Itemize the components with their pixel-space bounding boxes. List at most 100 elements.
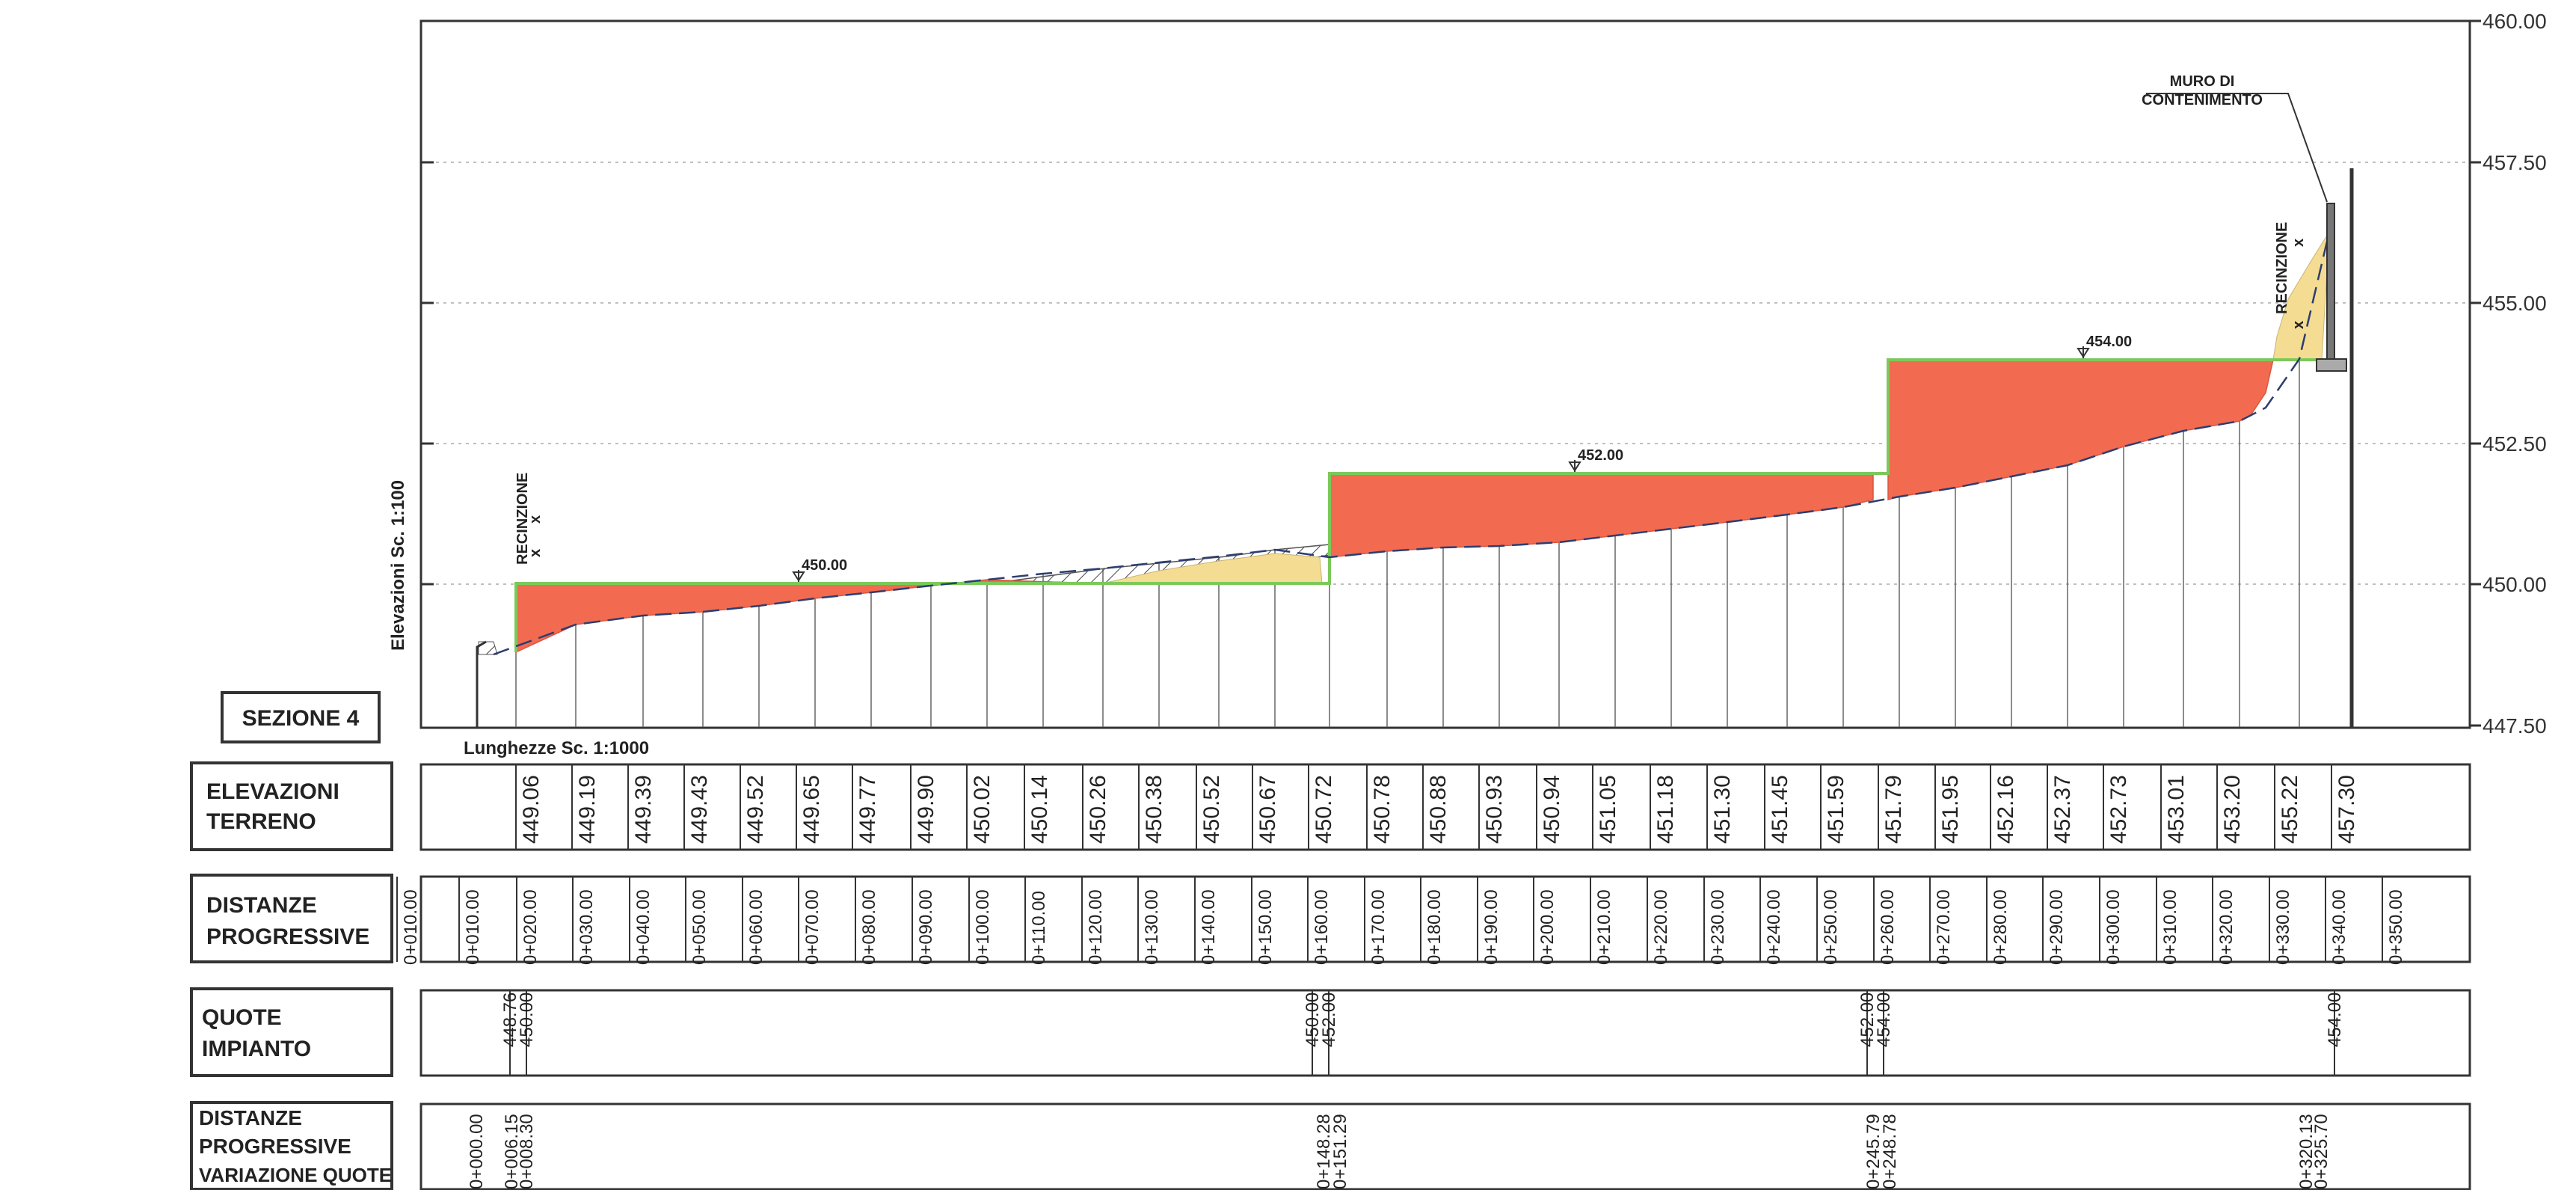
horizontal-scale-label: Lunghezze Sc. 1:1000	[464, 738, 649, 758]
terrain-elevation-value: 451.30	[1710, 775, 1735, 844]
station-lines	[515, 359, 2300, 727]
progressive-distance-value: 0+210.00	[1594, 889, 1614, 965]
progressive-distance-value: 0+160.00	[1312, 889, 1332, 965]
progressive-distance-value: 0+170.00	[1368, 889, 1389, 965]
level-marker-450: 450.00	[792, 557, 847, 582]
terrain-elevation-value: 449.39	[631, 775, 656, 844]
terrain-elevation-value: 450.26	[1086, 775, 1110, 844]
variation-distance-value: 0+000.00	[467, 1114, 487, 1189]
progressive-distance-value: 0+110.00	[1029, 891, 1049, 965]
progressive-distance-value: 0+290.00	[2047, 889, 2067, 965]
fence-mark: x	[2290, 239, 2307, 247]
progressive-distance-value: 0+260.00	[1878, 889, 1898, 965]
variation-distance-value: 0+151.29	[1330, 1114, 1350, 1189]
level-label: 452.00	[1578, 447, 1623, 464]
row-label-distances-2: PROGRESSIVE	[206, 924, 369, 949]
terrain-elevation-value: 457.30	[2334, 775, 2359, 844]
elev-tick-label: 447.50	[2483, 714, 2547, 737]
variation-values-row: 0+000.00 0+006.150+008.30 0+148.280+151.29…	[467, 1114, 2331, 1189]
vertical-scale-label: Elevazioni Sc. 1:100	[388, 480, 408, 651]
terrain-elevation-value: 450.52	[1199, 775, 1224, 844]
progressive-distance-value: 0+310.00	[2160, 889, 2180, 965]
design-level-value: 452.00	[1319, 993, 1339, 1047]
terrain-elevation-value: 449.90	[914, 775, 938, 844]
elev-tick-label: 455.00	[2483, 292, 2547, 315]
design-level-value: 450.00	[517, 993, 537, 1047]
terrain-elevation-value: 449.06	[519, 775, 544, 844]
ground-profile-line	[493, 231, 2331, 656]
row-frame-variation	[419, 1102, 2471, 1190]
fill-area	[1887, 359, 2274, 500]
design-level-value: 450.00	[1303, 993, 1323, 1047]
progressive-distance-value: 0+270.00	[1934, 889, 1954, 965]
left-ticks	[421, 161, 434, 586]
variation-distance-value: 0+008.30	[517, 1114, 537, 1189]
row-label-variation-3: VARIAZIONE QUOTE	[199, 1164, 392, 1186]
fill-area	[1329, 473, 1874, 558]
variation-distance-value: 0+248.78	[1880, 1114, 1900, 1189]
terrain-elevation-value: 450.78	[1370, 775, 1395, 844]
row-label-variation-2: PROGRESSIVE	[199, 1135, 351, 1158]
progressive-distance-value: 0+230.00	[1708, 889, 1728, 965]
progressive-distance-value: 0+090.00	[916, 889, 936, 965]
terrain-elevation-value: 450.72	[1312, 775, 1336, 844]
variation-distance-value: 0+320.13	[2296, 1114, 2317, 1189]
retaining-wall	[2326, 203, 2335, 365]
terrain-elevation-value: 450.14	[1027, 775, 1052, 844]
row-frame-design	[419, 989, 2471, 1077]
level-marker-454: 454.00	[2077, 334, 2132, 358]
elev-tick-label: 457.50	[2483, 151, 2547, 174]
row-label-terrain-2: TERRENO	[206, 809, 316, 834]
elev-tick-label: 450.00	[2483, 573, 2547, 596]
level-marker-452: 452.00	[1568, 447, 1623, 472]
progressive-distance-value: 0+150.00	[1255, 889, 1276, 965]
progressive-distance-value: 0+130.00	[1142, 889, 1162, 965]
terrain-elevation-value: 453.01	[2164, 775, 2189, 844]
terrain-elevation-value: 450.93	[1482, 775, 1507, 844]
progressive-distance-value: 0+120.00	[1086, 889, 1106, 965]
terrain-elevation-value: 453.20	[2220, 775, 2245, 844]
terrain-elevation-value: 451.95	[1938, 775, 1963, 844]
variation-distance-value: 0+325.70	[2311, 1114, 2331, 1189]
wall-label-line1: MURO DI	[2170, 73, 2235, 90]
row-label-box-distances	[190, 874, 393, 963]
profile-frame	[419, 19, 2471, 729]
elev-tick-label: 452.50	[2483, 432, 2547, 456]
terrain-elevation-value: 449.65	[799, 775, 824, 844]
section-start-line	[476, 640, 487, 727]
wall-label-line2: CONTENIMENTO	[2142, 92, 2263, 108]
row-label-terrain-1: ELEVAZIONI	[206, 779, 339, 804]
design-level-value: 454.00	[2325, 993, 2345, 1047]
fence-mark: x	[2290, 321, 2307, 329]
progressive-distance-value: 0+330.00	[2273, 889, 2293, 965]
level-label: 450.00	[802, 557, 847, 574]
title-box	[221, 691, 381, 743]
fence-mark: x	[527, 549, 544, 557]
progressive-distance-value: 0+350.00	[2386, 889, 2406, 965]
fence-label-right: RECINZIONE	[2274, 222, 2290, 314]
progressive-distance-value: 0+250.00	[1821, 889, 1841, 965]
row-label-box-terrain	[190, 761, 393, 851]
terrain-elevation-value: 449.19	[575, 775, 600, 844]
fill-area	[515, 579, 1104, 654]
terrain-elevation-value: 450.38	[1142, 775, 1166, 844]
terrain-elevation-value: 450.67	[1255, 775, 1280, 844]
progressive-distance-value: 0+300.00	[2103, 889, 2124, 965]
terrain-elevation-value: 455.22	[2278, 775, 2302, 844]
row-label-design-1: QUOTE	[202, 1005, 282, 1030]
terrain-elevation-value: 451.45	[1768, 775, 1792, 844]
terrain-elevation-value: 451.79	[1881, 775, 1906, 844]
terrain-elevation-value: 449.52	[743, 775, 768, 844]
design-level-value: 454.00	[1874, 993, 1894, 1047]
terrain-values-row: 449.06 449.19 449.39 449.43 449.52 449.65 449.…	[515, 764, 2359, 850]
right-ticks	[2470, 19, 2481, 727]
row-label-variation-1: DISTANZE	[199, 1106, 302, 1129]
hatched-terrain	[478, 641, 498, 655]
progressive-distance-value: 0+240.00	[1764, 889, 1784, 965]
progressive-distance-value: 0+220.00	[1651, 889, 1671, 965]
progressive-distance-value: 0+140.00	[1199, 889, 1219, 965]
row-label-design-2: IMPIANTO	[202, 1037, 311, 1061]
variation-distance-value: 0+148.28	[1314, 1114, 1334, 1189]
